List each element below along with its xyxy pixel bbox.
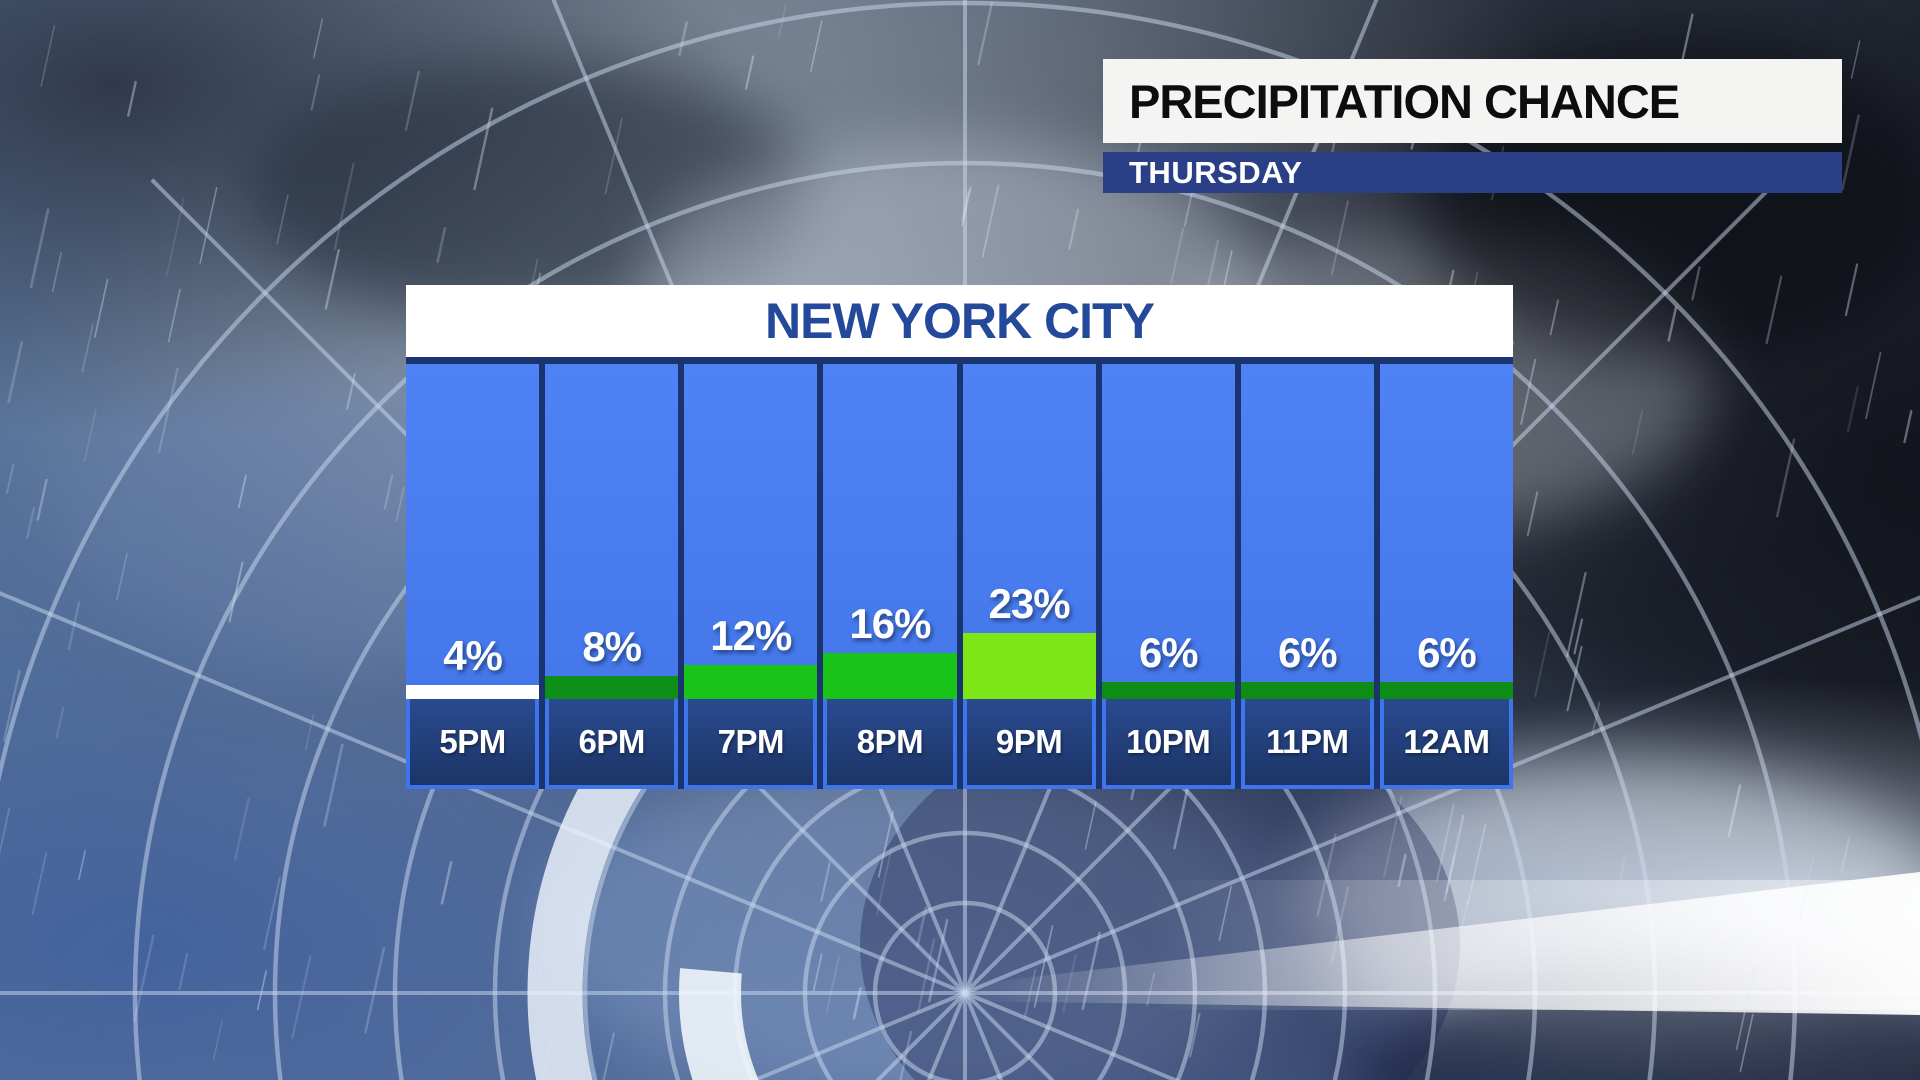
column-sky-area: 16% — [823, 364, 957, 699]
hour-column: 8% 6PM — [545, 364, 679, 789]
hour-label: 10PM — [1101, 699, 1235, 789]
percent-label: 6% — [1277, 629, 1338, 676]
column-sky-area: 6% — [1101, 364, 1235, 699]
column-sky-area: 8% — [545, 364, 679, 699]
hour-column: 6% 12AM — [1379, 364, 1513, 789]
percent-label: 4% — [443, 632, 503, 679]
page-title: PRECIPITATION CHANCE — [1129, 74, 1680, 128]
percent-label: 12% — [710, 612, 792, 659]
hour-label: 5PM — [406, 699, 540, 789]
hour-column: 12% 7PM — [684, 364, 818, 789]
hour-column: 6% 10PM — [1101, 364, 1235, 789]
day-bar: THURSDAY — [1103, 152, 1842, 193]
percent-label: 6% — [1417, 629, 1477, 676]
precip-bar — [684, 665, 818, 699]
chart-title-bar: NEW YORK CITY — [406, 285, 1513, 357]
column-sky-area: 4% — [406, 364, 540, 699]
hour-column: 16% 8PM — [823, 364, 957, 789]
precip-bar — [823, 653, 957, 699]
column-sky-area: 12% — [684, 364, 818, 699]
column-sky-area: 6% — [1240, 364, 1374, 699]
column-sky-area: 6% — [1379, 364, 1513, 699]
precip-bar — [545, 676, 679, 699]
precip-bar — [406, 685, 540, 699]
column-sky-area: 23% — [962, 364, 1096, 699]
hour-label: 11PM — [1240, 699, 1374, 789]
hour-column: 4% 5PM — [406, 364, 540, 789]
hour-label: 8PM — [823, 699, 957, 789]
precip-bar — [1101, 682, 1235, 699]
hour-label: 6PM — [545, 699, 679, 789]
hour-column: 6% 11PM — [1240, 364, 1374, 789]
precip-bar — [962, 633, 1096, 699]
hour-label: 7PM — [684, 699, 818, 789]
percent-label: 6% — [1138, 629, 1199, 676]
percent-label: 16% — [849, 600, 931, 647]
city-title: NEW YORK CITY — [765, 293, 1155, 349]
percent-label: 8% — [582, 623, 642, 670]
hour-label: 12AM — [1379, 699, 1513, 789]
hour-columns: 4% 5PM 8% 6PM 12% 7PM 16% 8PM 23% 9PM — [406, 357, 1513, 789]
hour-label: 9PM — [962, 699, 1096, 789]
precip-chart-panel: NEW YORK CITY 4% 5PM 8% 6PM 12% 7PM 16% … — [406, 285, 1513, 789]
precip-bar — [1240, 682, 1374, 699]
headline-bar: PRECIPITATION CHANCE — [1103, 59, 1842, 143]
hour-column: 23% 9PM — [962, 364, 1096, 789]
day-label: THURSDAY — [1129, 154, 1303, 190]
precip-bar — [1379, 682, 1513, 699]
percent-label: 23% — [988, 580, 1071, 627]
